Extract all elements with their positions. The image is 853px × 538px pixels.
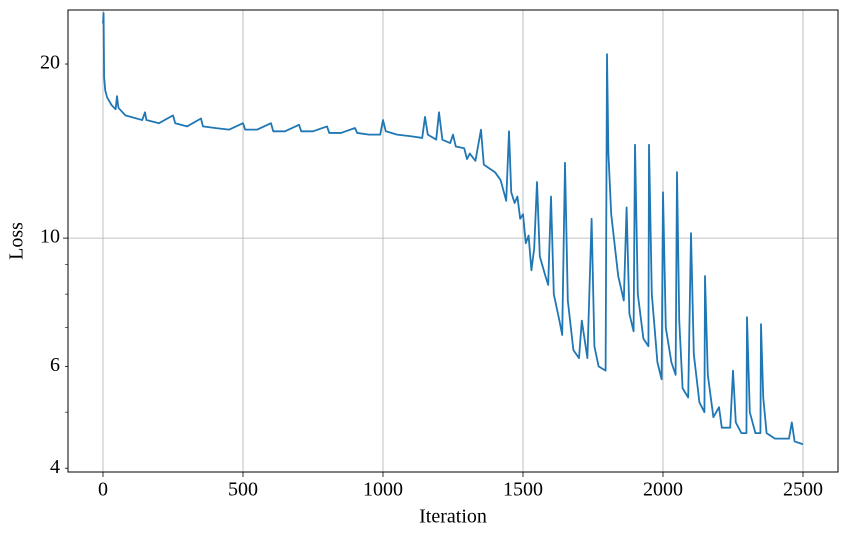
x-tick-label: 2000	[643, 479, 683, 501]
y-axis-label: Loss	[6, 222, 28, 260]
x-tick-label: 0	[98, 479, 108, 501]
x-tick-label: 1000	[363, 479, 403, 501]
x-tick-label: 500	[228, 479, 258, 501]
plot-frame	[67, 9, 839, 473]
x-tick-label: 1500	[503, 479, 543, 501]
x-axis-label: Iteration	[419, 506, 487, 528]
y-tick-label: 4	[50, 456, 60, 478]
y-tick-label: 6	[50, 354, 60, 376]
x-tick-label: 2500	[783, 479, 823, 501]
y-tick-label: 20	[40, 52, 60, 74]
y-tick-label: 10	[40, 226, 60, 248]
loss-line	[102, 12, 804, 446]
